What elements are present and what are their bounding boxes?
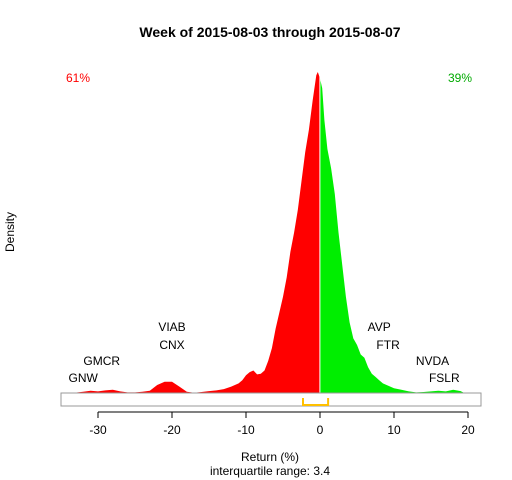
x-tick-label: -20 [163,423,181,437]
x-axis: -30 -20 -10 0 10 20 [89,411,475,437]
x-tick-label: 10 [387,423,401,437]
iqr-bracket [302,398,330,406]
negative-density-area [72,72,320,393]
annotation-cnx: CNX [159,338,184,352]
y-axis-label: Density [3,212,17,252]
plot-box [60,392,482,407]
density-area [72,72,465,394]
positive-share-label: 39% [448,71,472,85]
positive-density-area [320,78,465,394]
x-tick-label: 0 [317,423,324,437]
annotations: GNW GMCR CNX VIAB FTR AVP NVDA FSLR [69,320,460,385]
x-tick-label: -10 [237,423,255,437]
annotation-nvda: NVDA [416,354,449,368]
x-tick-label: -30 [89,423,107,437]
iqr-bracket-line [302,398,330,406]
negative-share-label: 61% [66,71,90,85]
annotation-gmcr: GMCR [83,354,120,368]
annotation-fslr: FSLR [429,371,460,385]
annotation-avp: AVP [368,320,391,334]
chart-title: Week of 2015-08-03 through 2015-08-07 [139,24,400,40]
x-axis-sublabel: interquartile range: 3.4 [210,464,330,478]
annotation-gnw: GNW [69,371,99,385]
annotation-viab: VIAB [158,320,185,334]
x-axis-label: Return (%) [241,450,299,464]
annotation-ftr: FTR [376,338,400,352]
x-tick-label: 20 [461,423,475,437]
